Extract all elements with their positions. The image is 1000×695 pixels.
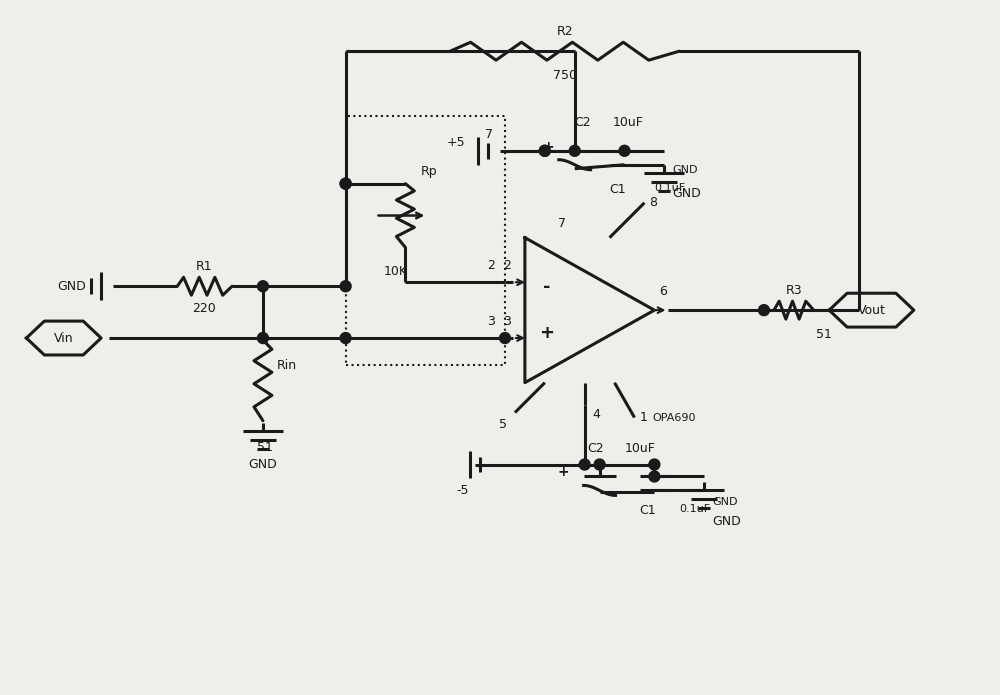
Text: 6: 6 bbox=[659, 285, 667, 298]
Text: +: + bbox=[558, 466, 570, 480]
Circle shape bbox=[257, 333, 268, 343]
Text: +: + bbox=[543, 140, 555, 154]
Circle shape bbox=[649, 459, 660, 470]
Text: C2: C2 bbox=[575, 116, 591, 129]
Bar bbox=[346, 116, 505, 365]
Text: C1: C1 bbox=[639, 505, 656, 517]
Text: 2: 2 bbox=[503, 259, 511, 272]
Text: GND: GND bbox=[712, 515, 741, 528]
Circle shape bbox=[619, 145, 630, 156]
Text: R1: R1 bbox=[196, 261, 212, 273]
Text: 3: 3 bbox=[487, 315, 495, 328]
Text: 3: 3 bbox=[503, 315, 511, 328]
Text: 10uF: 10uF bbox=[613, 116, 643, 129]
Circle shape bbox=[758, 304, 769, 316]
Circle shape bbox=[500, 333, 510, 343]
Text: Rin: Rin bbox=[277, 359, 297, 373]
Text: 750: 750 bbox=[553, 69, 577, 82]
Circle shape bbox=[579, 459, 590, 470]
Circle shape bbox=[340, 281, 351, 292]
Text: +5: +5 bbox=[447, 136, 465, 149]
Text: GND: GND bbox=[672, 187, 701, 199]
Text: R2: R2 bbox=[556, 25, 573, 38]
Text: GND: GND bbox=[249, 457, 277, 471]
Circle shape bbox=[569, 145, 580, 156]
Text: 220: 220 bbox=[192, 302, 216, 315]
Circle shape bbox=[539, 145, 550, 156]
Text: 5: 5 bbox=[499, 418, 507, 430]
Text: GND: GND bbox=[712, 498, 738, 507]
Text: 2: 2 bbox=[487, 259, 495, 272]
Text: C2: C2 bbox=[588, 441, 604, 455]
Circle shape bbox=[340, 178, 351, 189]
Text: 10K: 10K bbox=[383, 265, 407, 278]
Text: C1: C1 bbox=[609, 183, 626, 196]
Circle shape bbox=[340, 178, 351, 189]
Text: GND: GND bbox=[672, 165, 698, 174]
Circle shape bbox=[257, 281, 268, 292]
Text: Vout: Vout bbox=[858, 304, 885, 317]
Text: 7: 7 bbox=[558, 217, 566, 229]
Text: Rp: Rp bbox=[420, 165, 437, 178]
Text: 0.1uF: 0.1uF bbox=[654, 183, 686, 193]
Text: R3: R3 bbox=[786, 284, 802, 297]
Text: OPA690: OPA690 bbox=[652, 413, 696, 423]
Text: 4: 4 bbox=[593, 407, 601, 420]
Circle shape bbox=[594, 459, 605, 470]
Text: -: - bbox=[543, 278, 551, 296]
Text: 51: 51 bbox=[257, 441, 273, 454]
Text: +: + bbox=[539, 324, 554, 342]
Text: 1: 1 bbox=[639, 411, 647, 424]
Text: 7: 7 bbox=[485, 128, 493, 141]
Text: 51: 51 bbox=[816, 328, 832, 341]
Text: 10uF: 10uF bbox=[625, 441, 655, 455]
Text: -5: -5 bbox=[456, 484, 468, 498]
Text: 8: 8 bbox=[649, 196, 657, 209]
Circle shape bbox=[539, 145, 550, 156]
Text: 0.1uF: 0.1uF bbox=[679, 505, 710, 514]
Circle shape bbox=[340, 333, 351, 343]
Circle shape bbox=[649, 471, 660, 482]
Text: GND: GND bbox=[57, 280, 86, 293]
Text: Vin: Vin bbox=[54, 332, 74, 345]
